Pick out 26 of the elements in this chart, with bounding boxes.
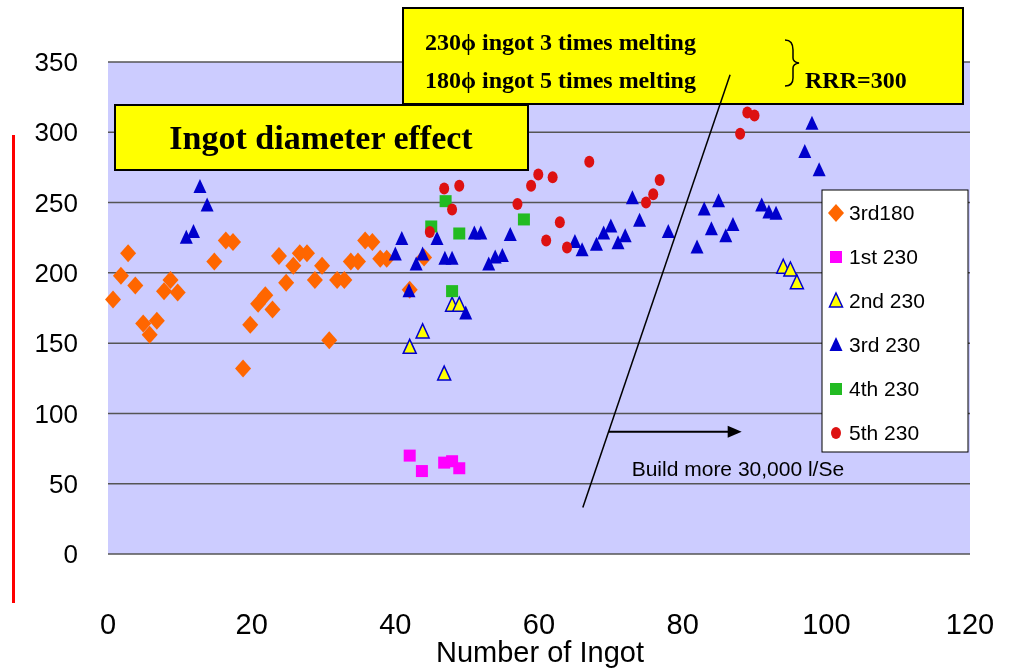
y-tick-label: 250 bbox=[34, 187, 78, 218]
y-tick-label: 100 bbox=[34, 398, 78, 429]
y-tick-label: 200 bbox=[34, 257, 78, 288]
x-tick-label: 80 bbox=[666, 608, 699, 640]
legend-label: 2nd 230 bbox=[849, 289, 925, 313]
y-tick-label: 50 bbox=[49, 468, 78, 499]
legend-label: 5th 230 bbox=[849, 421, 920, 445]
y-tick-label: 150 bbox=[34, 328, 78, 359]
legend-label: 3rd 230 bbox=[849, 333, 921, 357]
annotation: Build more 30,000 l/Se bbox=[631, 456, 845, 480]
legend-label: 3rd180 bbox=[849, 201, 915, 225]
legend-label: 4th 230 bbox=[849, 377, 920, 401]
y-tick-label: 300 bbox=[34, 117, 78, 148]
x-tick-label: 40 bbox=[379, 608, 412, 640]
y-tick-label: 0 bbox=[63, 539, 78, 570]
x-tick-label: 20 bbox=[235, 608, 268, 640]
callout-box: 230ϕ ingot 3 times melting 180ϕ ingot 5 times melting RRR=300 bbox=[402, 7, 964, 105]
legend-label: 1st 230 bbox=[849, 245, 918, 269]
x-tick-label: 100 bbox=[802, 608, 851, 640]
annotation: Ingot diameter effect bbox=[169, 119, 474, 156]
x-tick-label: 0 bbox=[99, 608, 117, 640]
annotation: RRR=300 bbox=[805, 67, 907, 93]
annotation: 180ϕ ingot 5 times melting bbox=[425, 67, 696, 93]
x-tick-label: 120 bbox=[945, 608, 995, 640]
callout-box: Ingot diameter effect bbox=[114, 104, 529, 171]
y-tick-label: 350 bbox=[34, 47, 78, 78]
